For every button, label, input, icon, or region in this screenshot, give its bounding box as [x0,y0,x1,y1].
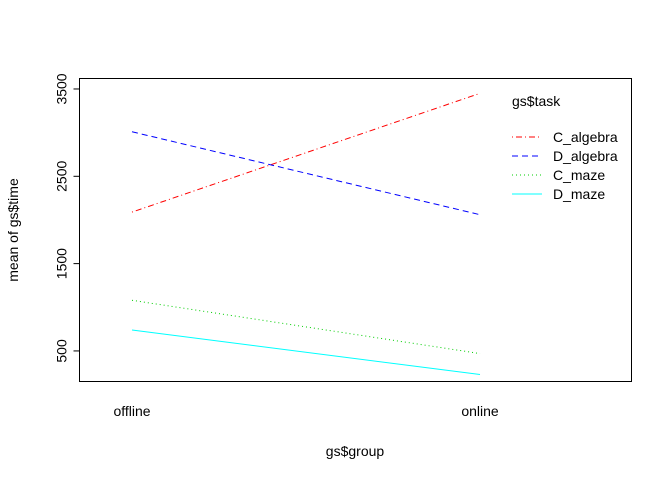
x-axis: offline online [113,403,498,419]
x-tick-label: online [461,403,499,419]
legend: gs$task C_algebra D_algebra C_maze D_maze [512,93,618,202]
series-line-d-algebra [131,131,481,216]
y-axis-label: mean of gs$time [5,178,21,282]
legend-label: C_algebra [553,129,618,145]
series-line-d-maze [131,329,481,376]
y-tick-label: 3500 [54,73,70,104]
legend-label: C_maze [553,167,605,183]
legend-title: gs$task [512,93,561,109]
x-tick-label: offline [113,403,150,419]
x-axis-label: gs$group [326,443,385,459]
series-lines [131,92,481,376]
y-axis: 500 1500 2500 3500 [54,73,80,363]
y-tick-label: 1500 [54,248,70,279]
y-tick-label: 500 [54,339,70,363]
series-line-c-algebra [131,92,481,213]
legend-label: D_algebra [553,148,618,164]
y-tick-label: 2500 [54,161,70,192]
series-line-c-maze [131,299,481,355]
plot-frame [79,78,632,382]
legend-label: D_maze [553,186,605,202]
